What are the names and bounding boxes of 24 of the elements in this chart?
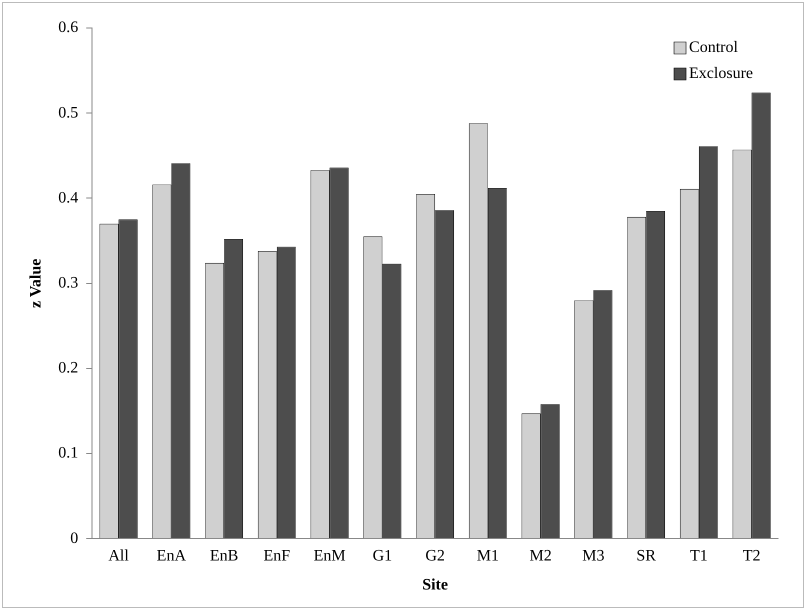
x-tick-label: All: [108, 547, 130, 564]
y-axis-title: z Value: [28, 258, 45, 308]
legend-label: Exclosure: [689, 65, 754, 82]
x-tick-label: T1: [690, 547, 708, 564]
x-tick-label: G1: [372, 547, 392, 564]
x-tick-label: M1: [476, 547, 499, 564]
x-axis-title: Site: [422, 576, 448, 594]
y-tick-label: 0.6: [58, 19, 78, 36]
x-tick-label: EnM: [314, 547, 346, 564]
x-tick-label: G2: [425, 547, 445, 564]
x-tick-label: EnB: [210, 547, 238, 564]
legend-label: Control: [689, 39, 738, 56]
y-tick-label: 0.3: [58, 274, 78, 292]
y-tick-label: 0: [70, 530, 78, 547]
x-tick-label: SR: [636, 547, 656, 564]
x-tick-label: M3: [582, 547, 604, 564]
x-tick-label: EnF: [264, 547, 290, 564]
x-tick-label: M2: [529, 547, 552, 564]
y-tick-label: 0.1: [58, 444, 78, 462]
y-tick-label: 0.2: [58, 360, 78, 377]
y-tick-label: 0.5: [58, 104, 78, 122]
y-tick-label: 0.4: [58, 189, 78, 206]
x-tick-label: EnA: [156, 547, 186, 564]
x-tick-label: T2: [742, 547, 761, 564]
